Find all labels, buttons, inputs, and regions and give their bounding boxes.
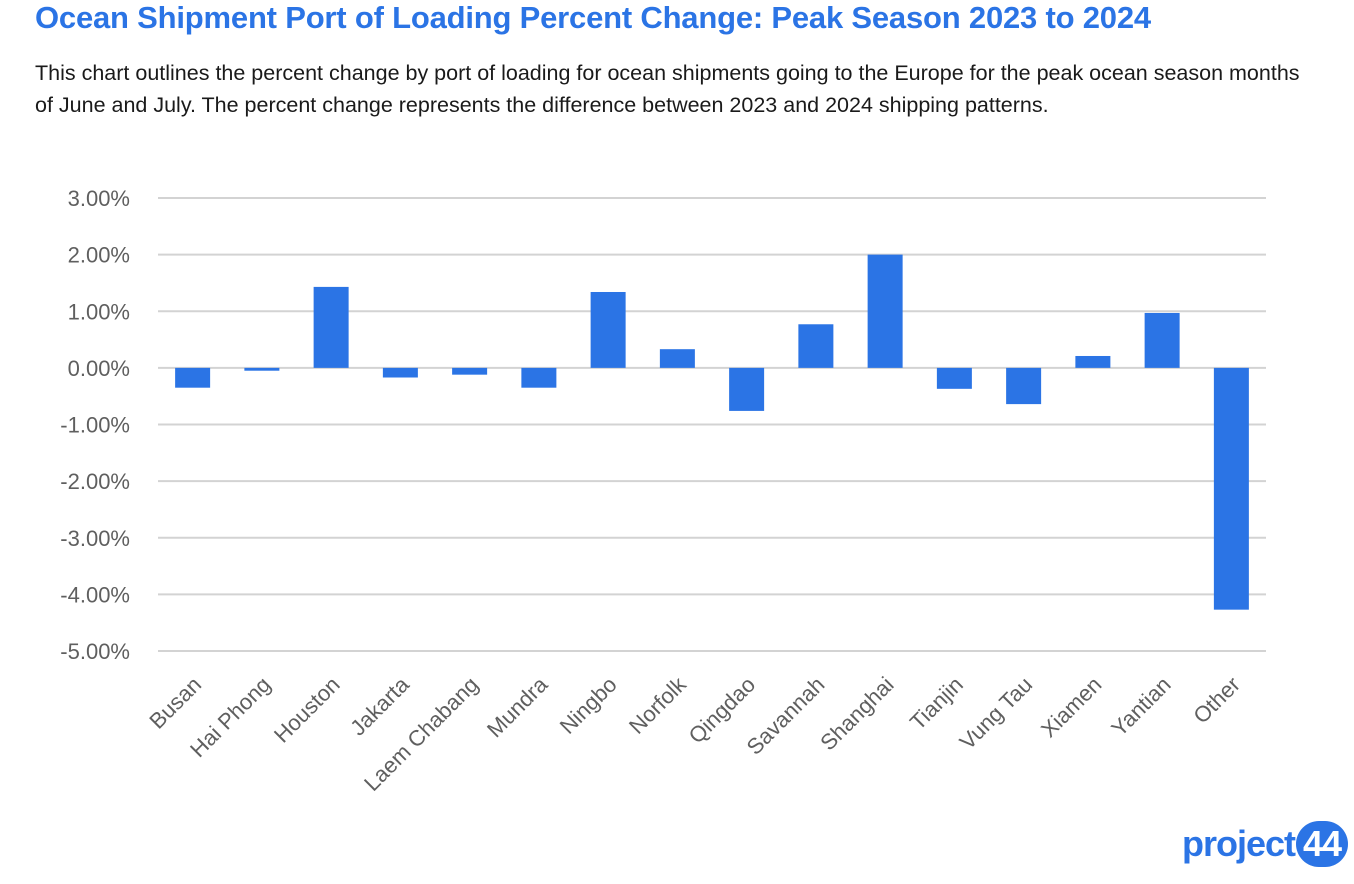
y-tick-label: 1.00% (68, 299, 130, 324)
x-category-label: Jakarta (345, 671, 414, 740)
x-category-label: Other (1188, 672, 1245, 729)
bar-shanghai (867, 254, 903, 368)
bar-busan (175, 367, 211, 388)
gridlines (158, 197, 1266, 652)
x-category-label: Xiamen (1036, 672, 1106, 742)
bar-savannah (798, 324, 834, 368)
y-tick-label: -2.00% (60, 469, 130, 494)
y-tick-label: -5.00% (60, 639, 130, 664)
bar-yantian (1144, 312, 1180, 368)
bar-houston (313, 286, 349, 368)
y-tick-label: -3.00% (60, 526, 130, 551)
bars (175, 254, 1249, 610)
x-category-label: Mundra (482, 671, 553, 742)
bar-vung-tau (1006, 367, 1042, 405)
logo-text: project (1182, 823, 1296, 864)
y-tick-label: -1.00% (60, 413, 130, 438)
bar-qingdao (729, 367, 765, 411)
x-category-label: Ningbo (555, 672, 622, 739)
chart-title: Ocean Shipment Port of Loading Percent C… (35, 0, 1151, 35)
x-category-label: Shanghai (815, 672, 898, 755)
bar-mundra (521, 367, 557, 388)
bar-other (1213, 367, 1249, 610)
bar-tianjin (936, 367, 972, 389)
x-category-label: Yantian (1106, 672, 1175, 741)
bar-norfolk (659, 349, 695, 368)
y-tick-label: 3.00% (68, 186, 130, 211)
x-category-label: Busan (144, 672, 206, 734)
bar-laem-chabang (452, 367, 488, 375)
bar-hai-phong (244, 367, 280, 371)
y-tick-label: 2.00% (68, 243, 130, 268)
x-category-label: Houston (269, 672, 345, 748)
bar-ningbo (590, 291, 626, 368)
chart-description: This chart outlines the percent change b… (35, 61, 1300, 117)
y-tick-label: 0.00% (68, 356, 130, 381)
x-category-label: Norfolk (624, 671, 692, 739)
project44-logo: project 44 (1182, 818, 1349, 870)
y-axis-ticks: 3.00% 2.00% 1.00% 0.00% -1.00% -2.00% -3.00% -4… (60, 186, 130, 664)
y-tick-label: -4.00% (60, 582, 130, 607)
x-category-label: Vung Tau (955, 672, 1038, 755)
logo-badge: 44 (1296, 821, 1349, 867)
x-category-label: Tianjin (905, 672, 968, 735)
bar-xiamen (1075, 355, 1111, 368)
bar-jakarta (382, 367, 418, 378)
